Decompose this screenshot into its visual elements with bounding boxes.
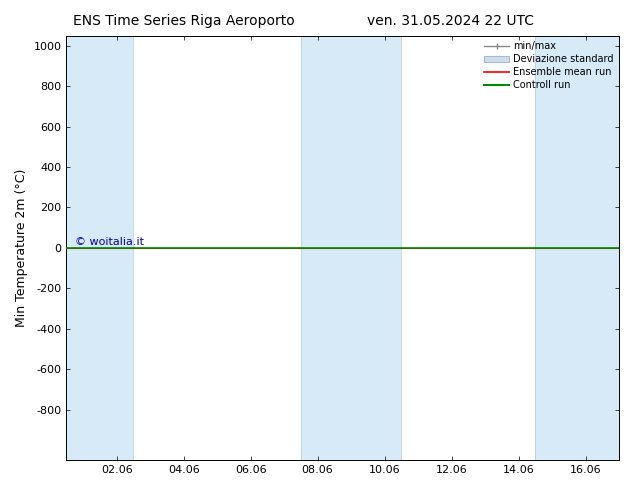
Bar bbox=[301, 36, 401, 460]
Text: ENS Time Series Riga Aeroporto: ENS Time Series Riga Aeroporto bbox=[73, 14, 295, 28]
Text: © woitalia.it: © woitalia.it bbox=[75, 237, 144, 247]
Bar bbox=[535, 36, 619, 460]
Bar bbox=[67, 36, 133, 460]
Legend: min/max, Deviazione standard, Ensemble mean run, Controll run: min/max, Deviazione standard, Ensemble m… bbox=[481, 38, 617, 94]
Text: ven. 31.05.2024 22 UTC: ven. 31.05.2024 22 UTC bbox=[366, 14, 534, 28]
Y-axis label: Min Temperature 2m (°C): Min Temperature 2m (°C) bbox=[15, 169, 28, 327]
